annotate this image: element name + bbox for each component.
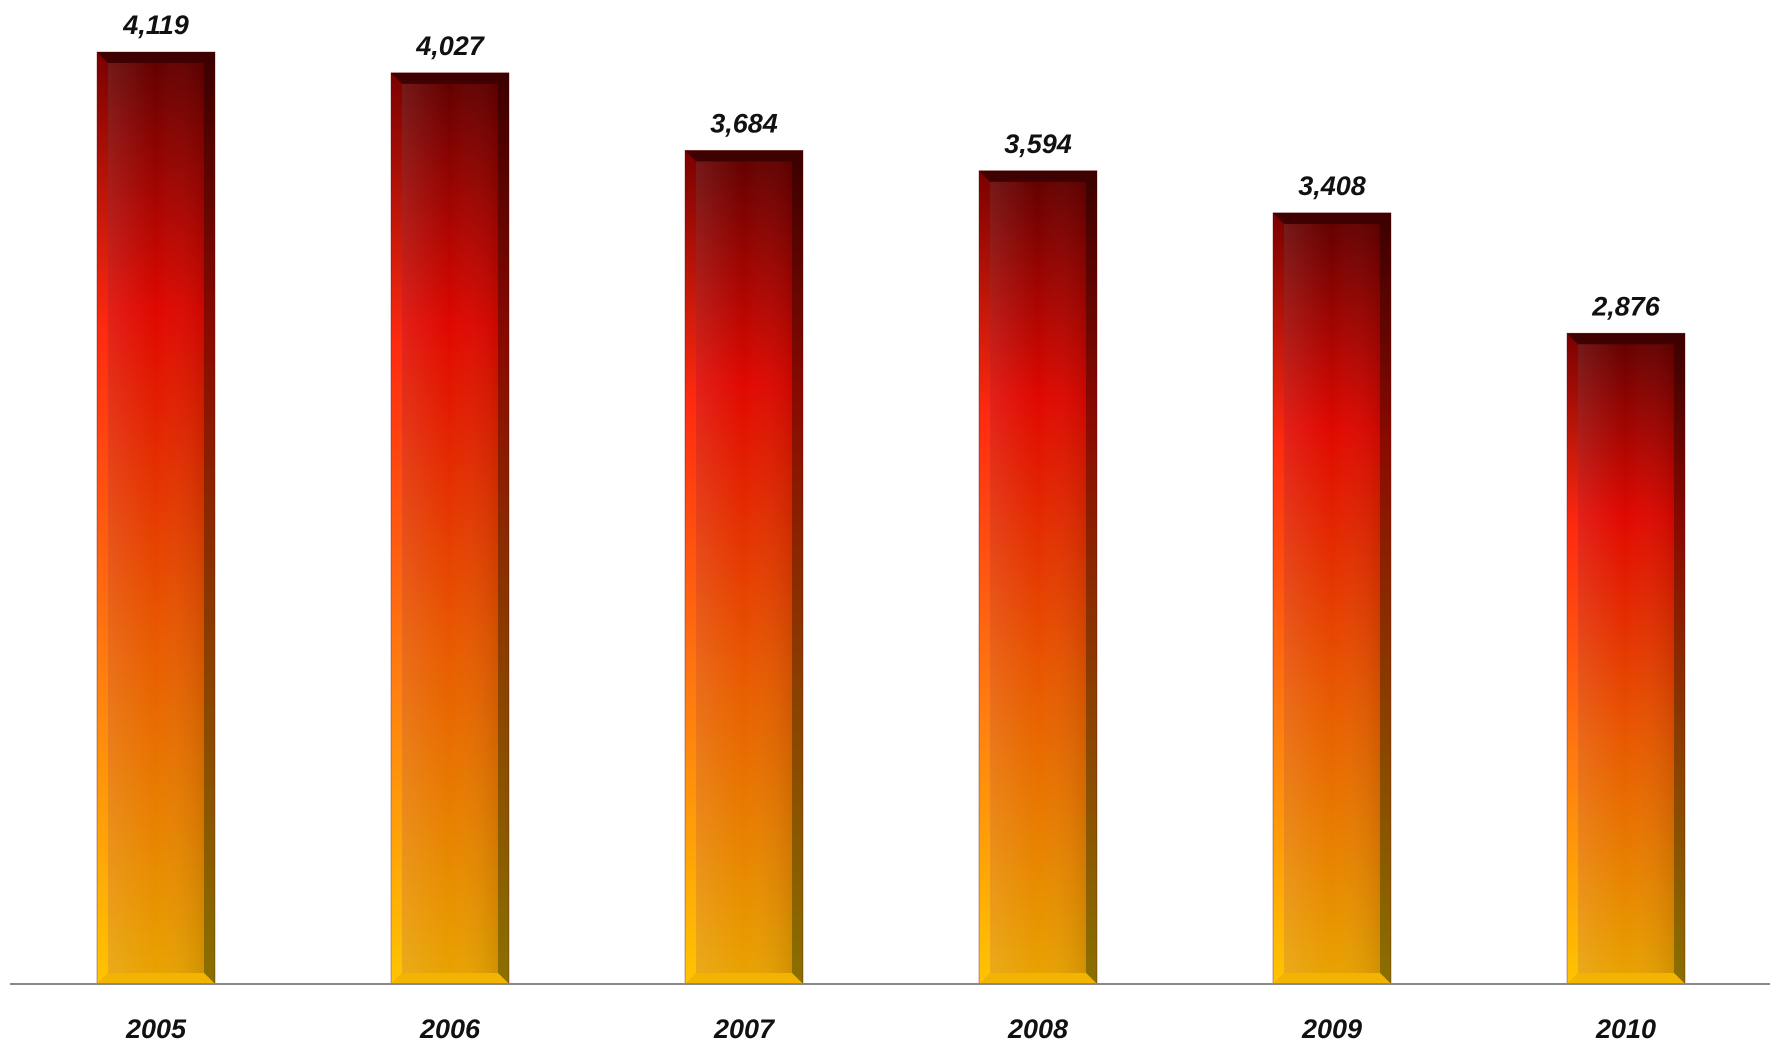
bar-sheen	[402, 83, 498, 973]
bar-2006	[390, 72, 510, 985]
bar-right-bevel	[1380, 212, 1391, 985]
bar-top-bevel	[391, 72, 509, 84]
bar-bottom-bevel	[1567, 973, 1685, 984]
x-tick-label: 2005	[125, 1014, 187, 1044]
value-label: 4,119	[122, 10, 189, 40]
bar-bottom-bevel	[685, 973, 803, 984]
x-tick-label: 2008	[1007, 1014, 1068, 1044]
bar-left-bevel	[685, 150, 696, 984]
bar-left-bevel	[97, 52, 108, 984]
value-label: 3,594	[1004, 129, 1072, 159]
bar-left-bevel	[979, 170, 990, 985]
bar-sheen	[1578, 344, 1674, 973]
bar-left-bevel	[391, 72, 402, 984]
bars-group	[96, 51, 1686, 985]
bar-2008	[978, 170, 1098, 985]
bar-top-bevel	[1567, 333, 1685, 345]
x-tick-label: 2009	[1301, 1014, 1362, 1044]
bar-left-bevel	[1567, 333, 1578, 984]
bar-bottom-bevel	[979, 973, 1097, 984]
x-tick-label: 2006	[419, 1014, 481, 1044]
value-label: 2,876	[1591, 291, 1661, 321]
value-label: 3,684	[710, 108, 778, 138]
bar-top-bevel	[685, 150, 803, 162]
bar-bottom-bevel	[97, 973, 215, 984]
x-tick-label: 2007	[713, 1014, 776, 1044]
bar-bottom-bevel	[391, 973, 509, 984]
bar-2007	[684, 149, 804, 985]
bar-top-bevel	[1273, 212, 1391, 224]
bar-right-bevel	[1086, 170, 1097, 985]
bar-sheen	[108, 63, 204, 973]
bar-right-bevel	[204, 52, 215, 984]
bar-2009	[1272, 212, 1392, 985]
bar-sheen	[1284, 223, 1380, 974]
bar-left-bevel	[1273, 212, 1284, 985]
bar-right-bevel	[1674, 333, 1685, 984]
value-label: 4,027	[415, 31, 486, 61]
bar-bottom-bevel	[1273, 973, 1391, 984]
bar-top-bevel	[979, 170, 1097, 182]
bar-sheen	[990, 181, 1086, 974]
bar-2005	[96, 51, 216, 985]
labels-group: 4,119 2005 4,027 2006 3,684 2007 3,594 2008 3,40…	[122, 10, 1661, 1044]
bar-sheen	[696, 161, 792, 973]
value-label: 3,408	[1298, 171, 1366, 201]
bar-top-bevel	[97, 52, 215, 63]
x-tick-label: 2010	[1595, 1014, 1656, 1044]
bar-right-bevel	[792, 150, 803, 984]
bar-right-bevel	[498, 72, 509, 984]
bar-2010	[1566, 332, 1686, 985]
